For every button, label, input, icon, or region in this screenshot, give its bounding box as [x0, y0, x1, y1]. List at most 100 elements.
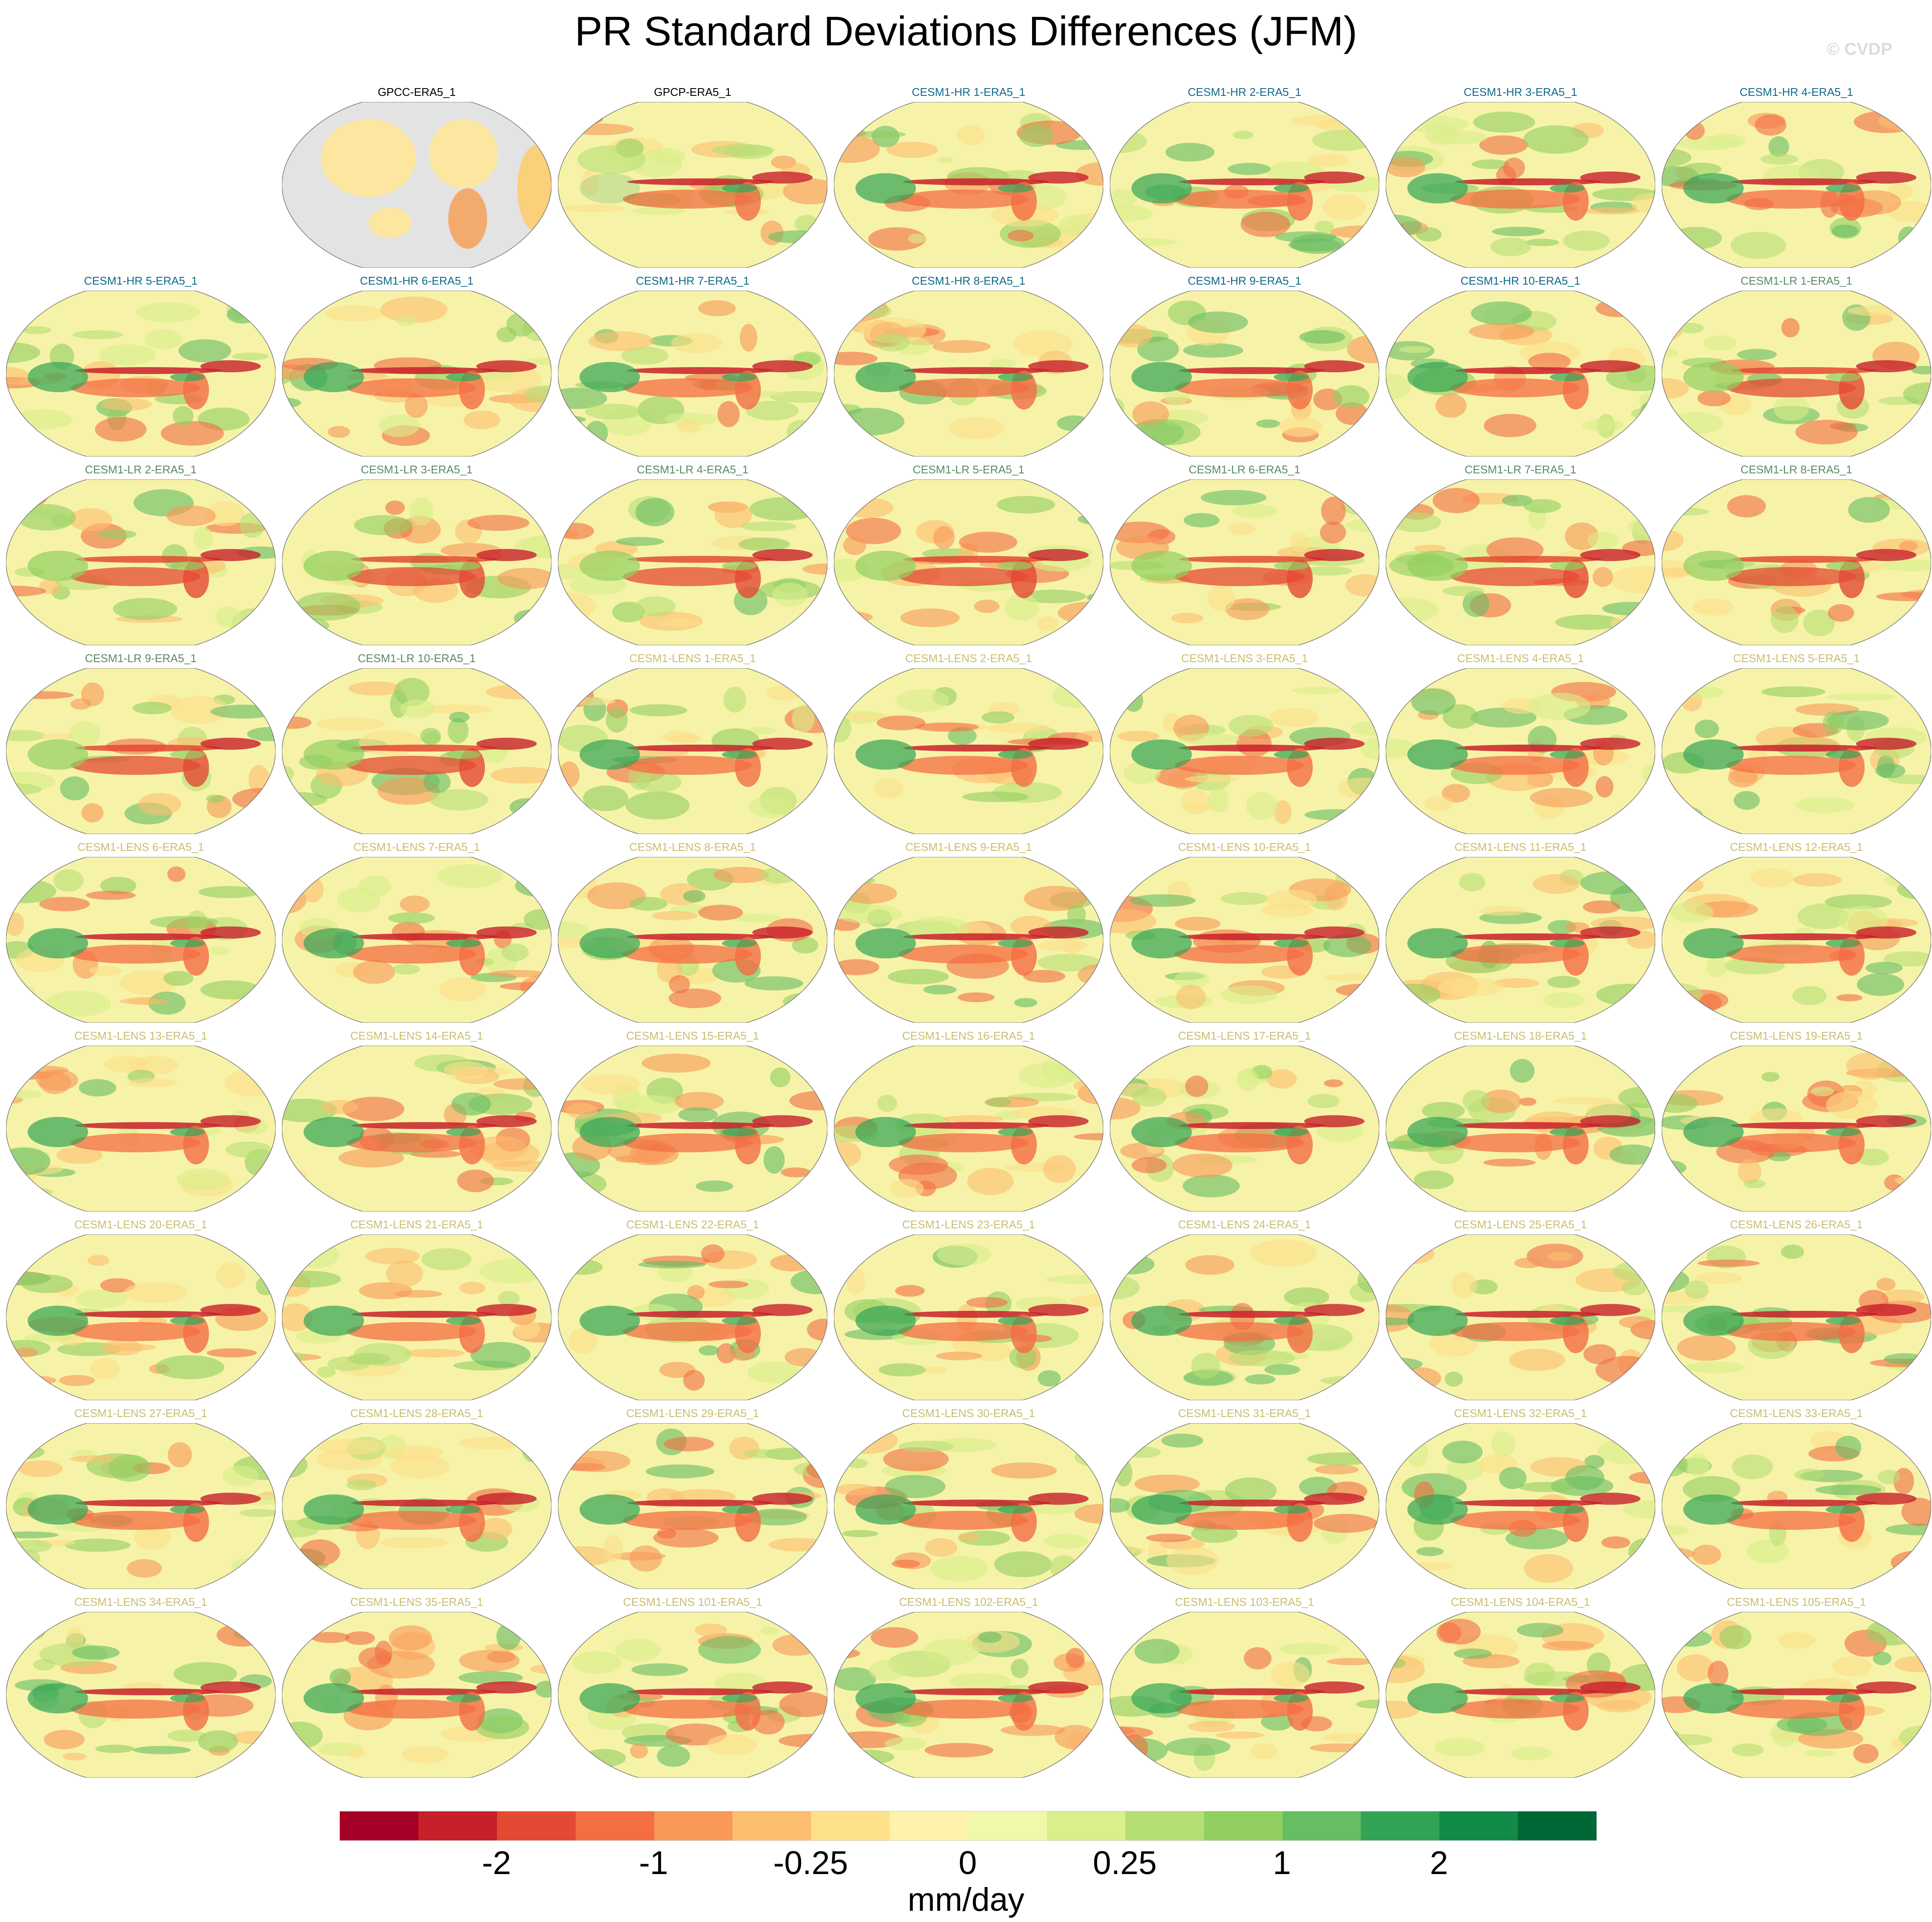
anomaly-patch — [855, 928, 916, 958]
panel-title: CESM1-LR 9-ERA5_1 — [85, 652, 197, 665]
panel-title: CESM1-LENS 33-ERA5_1 — [1730, 1407, 1863, 1420]
anomaly-patch — [1185, 775, 1239, 783]
panel-title: CESM1-HR 4-ERA5_1 — [1739, 86, 1853, 98]
anomaly-patch — [385, 500, 405, 515]
anomaly-patch — [603, 1535, 623, 1563]
map — [1386, 1234, 1655, 1400]
anomaly-patch — [11, 409, 73, 430]
anomaly-patch — [883, 1447, 949, 1472]
anomaly-patch — [1387, 983, 1441, 1006]
anomaly-patch — [1517, 1623, 1564, 1638]
map — [282, 1612, 551, 1778]
anomaly-patch — [254, 682, 276, 698]
anomaly-patch — [200, 549, 261, 561]
anomaly-patch — [1404, 1562, 1453, 1570]
anomaly-patch — [1455, 1500, 1602, 1507]
anomaly-patch — [379, 414, 420, 437]
anomaly-patch — [1131, 1683, 1192, 1713]
anomaly-patch — [240, 1509, 276, 1517]
anomaly-patch — [1028, 1304, 1089, 1316]
anomaly-patch — [1043, 1534, 1088, 1549]
anomaly-patch — [962, 791, 1029, 802]
anomaly-patch — [1028, 926, 1089, 939]
anomaly-patch — [1451, 1322, 1580, 1341]
anomaly-patch — [1610, 566, 1655, 593]
anomaly-patch — [701, 1244, 725, 1263]
anomaly-patch — [227, 305, 258, 324]
anomaly-patch — [97, 529, 136, 539]
anomaly-patch — [321, 119, 416, 197]
anomaly-patch — [1118, 730, 1160, 742]
anomaly-patch — [1459, 873, 1485, 891]
anomaly-patch — [802, 563, 827, 575]
anomaly-patch — [1542, 1641, 1595, 1651]
anomaly-patch — [835, 1484, 877, 1496]
map-panel: CESM1-LENS 13-ERA5_1 — [6, 1029, 276, 1215]
anomaly-patch — [752, 1681, 813, 1694]
map-panel: CESM1-LENS 105-ERA5_1 — [1662, 1595, 1931, 1781]
anomaly-patch — [580, 1306, 640, 1336]
anomaly-patch — [707, 1734, 757, 1756]
anomaly-patch — [890, 1179, 924, 1198]
anomaly-patch — [440, 977, 486, 1002]
anomaly-patch — [871, 1627, 918, 1648]
anomaly-patch — [1004, 593, 1039, 621]
anomaly-patch — [1244, 1647, 1272, 1670]
anomaly-patch — [170, 1505, 205, 1514]
anomaly-patch — [451, 1092, 491, 1116]
anomaly-patch — [1826, 750, 1860, 759]
anomaly-patch — [1846, 1052, 1895, 1080]
anomaly-patch — [256, 1276, 276, 1296]
anomaly-patch — [565, 123, 634, 135]
anomaly-patch — [903, 1122, 1050, 1129]
map — [834, 479, 1103, 645]
anomaly-patch — [1455, 933, 1602, 940]
anomaly-patch — [200, 926, 261, 939]
anomaly-patch — [446, 561, 481, 570]
anomaly-patch — [1131, 551, 1192, 581]
anomaly-patch — [943, 1115, 1004, 1123]
anomaly-patch — [1706, 956, 1727, 977]
anomaly-patch — [1760, 153, 1798, 165]
anomaly-patch — [1768, 136, 1789, 157]
anomaly-patch — [722, 1316, 757, 1325]
colorbar-swatch — [654, 1811, 733, 1840]
anomaly-patch — [1519, 1097, 1537, 1106]
map — [6, 479, 276, 645]
anomaly-patch — [1036, 616, 1059, 631]
map — [558, 291, 827, 457]
anomaly-patch — [200, 738, 261, 750]
anomaly-patch — [671, 333, 722, 353]
anomaly-patch — [1023, 970, 1065, 983]
anomaly-patch — [1550, 750, 1584, 759]
anomaly-patch — [722, 184, 757, 193]
anomaly-patch — [429, 119, 498, 188]
anomaly-patch — [1835, 1436, 1862, 1459]
anomaly-patch — [133, 1746, 191, 1754]
anomaly-patch — [782, 993, 826, 1010]
map — [834, 1423, 1103, 1589]
anomaly-patch — [1726, 1511, 1856, 1530]
anomaly-patch — [1826, 373, 1860, 381]
anomaly-patch — [966, 1297, 1008, 1308]
anomaly-patch — [1313, 1514, 1378, 1533]
anomaly-patch — [1207, 584, 1235, 611]
anomaly-patch — [71, 1511, 200, 1530]
anomaly-patch — [1400, 1367, 1441, 1389]
anomaly-patch — [1697, 390, 1731, 406]
anomaly-patch — [447, 718, 469, 743]
anomaly-patch — [1584, 1455, 1605, 1469]
anomaly-patch — [24, 1333, 77, 1342]
map-panel: CESM1-LENS 25-ERA5_1 — [1386, 1218, 1655, 1404]
anomaly-patch — [1171, 612, 1204, 624]
anomaly-patch — [558, 523, 594, 539]
anomaly-patch — [1583, 900, 1620, 914]
map-panel: CESM1-LENS 27-ERA5_1 — [6, 1407, 276, 1592]
anomaly-patch — [521, 1434, 542, 1462]
anomaly-patch — [457, 1169, 494, 1193]
map-outline — [834, 1234, 1103, 1400]
anomaly-patch — [1499, 1467, 1527, 1489]
anomaly-patch — [1308, 153, 1350, 167]
anomaly-patch — [476, 1681, 537, 1694]
anomaly-patch — [998, 184, 1033, 193]
